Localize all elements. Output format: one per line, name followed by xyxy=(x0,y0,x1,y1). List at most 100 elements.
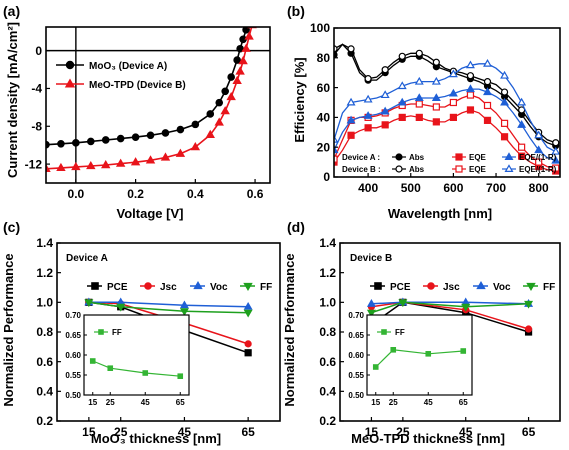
eff-point xyxy=(347,45,355,53)
jv-point xyxy=(246,17,252,23)
jv-point xyxy=(115,158,126,167)
b-ytick-label: 20 xyxy=(317,140,331,154)
c-legend-label: PCE xyxy=(107,282,128,293)
legend-b-label: EQE xyxy=(469,153,487,162)
c-ytick-label: 1.0 xyxy=(36,296,53,310)
jv-point xyxy=(160,152,171,161)
c-inset-point xyxy=(177,373,184,380)
c-point xyxy=(179,308,189,317)
b-ytick-label: 100 xyxy=(310,21,330,35)
a-ytick-label: -12 xyxy=(25,157,43,171)
c-point xyxy=(179,300,189,309)
c-inset-legend-label: FF xyxy=(112,328,122,337)
eff-point xyxy=(483,58,492,67)
jv-point xyxy=(190,142,201,151)
c-inset-ytick-label: 0.65 xyxy=(65,331,81,340)
eff-point xyxy=(517,120,527,128)
eff-point xyxy=(500,119,509,127)
c-line-2 xyxy=(88,301,249,308)
jv-point xyxy=(227,73,235,81)
d-point xyxy=(524,300,534,309)
eff-point xyxy=(414,76,424,85)
legend-b-marker xyxy=(504,152,514,160)
b-frame xyxy=(333,27,561,178)
d-point xyxy=(366,299,376,307)
b-ytick-label: 60 xyxy=(317,81,331,95)
d-line-2 xyxy=(371,301,529,305)
jv-point xyxy=(72,139,80,147)
jv-point xyxy=(205,129,215,138)
eff-point xyxy=(466,106,475,114)
d-ytick-label: 1.0 xyxy=(319,296,336,310)
eff-point xyxy=(431,76,441,85)
eff-point xyxy=(517,97,527,106)
jv-point xyxy=(221,87,230,96)
legend-b-marker xyxy=(395,153,403,161)
eff-point xyxy=(432,58,440,66)
c-point xyxy=(84,299,94,308)
eff-point xyxy=(466,72,475,80)
jv-point xyxy=(191,120,200,129)
jv-point xyxy=(56,162,66,172)
c-inset-frame xyxy=(83,314,190,396)
eff-point xyxy=(397,97,407,106)
panel-label-a: (a) xyxy=(3,3,20,19)
jv-line-1 xyxy=(46,27,253,170)
legend-b-row-device-b: Device B : xyxy=(342,165,381,174)
d-inset-ytick-label: 0.65 xyxy=(348,331,364,340)
c-ytick-label: 1.2 xyxy=(36,266,53,280)
eff-point xyxy=(364,124,372,132)
eff-point xyxy=(415,100,423,108)
jv-point xyxy=(220,106,230,115)
d-ytick-label: 1.2 xyxy=(319,266,336,280)
legend-b-label: Abs xyxy=(409,165,425,174)
d-xtick-label: 65 xyxy=(522,425,536,439)
panel-label-d: (d) xyxy=(287,219,305,235)
d-inset-ytick-label: 0.70 xyxy=(348,311,364,320)
eff-point xyxy=(334,134,339,143)
c-xtick-label: 45 xyxy=(178,425,192,439)
eff-point xyxy=(518,152,526,160)
b-xtick-label: 400 xyxy=(358,181,378,195)
eff-point xyxy=(466,91,475,99)
eff-point xyxy=(334,155,338,163)
jv-point xyxy=(101,159,111,169)
d-line-1 xyxy=(371,301,529,330)
c-ytick-label: 1.4 xyxy=(36,236,53,250)
jv-point xyxy=(244,31,254,40)
jv-point xyxy=(146,131,155,140)
legend-b-marker xyxy=(395,165,403,173)
eff-point xyxy=(363,94,373,103)
jv-point xyxy=(131,133,140,141)
eff-point xyxy=(500,70,510,79)
eff-point xyxy=(432,118,440,126)
legend-b-marker xyxy=(455,165,463,173)
c-line-3 xyxy=(88,301,249,314)
d-ytick-label: 0.4 xyxy=(319,385,336,399)
legend-b-marker xyxy=(455,153,463,161)
ylabel-c: Normalized Performance xyxy=(1,253,16,406)
c-inset-legend-marker xyxy=(98,329,104,335)
eff-point xyxy=(449,98,457,107)
legend-b-row-device-a: Device A : xyxy=(342,153,380,162)
d-inset-ytick-label: 0.50 xyxy=(348,391,364,400)
eff-line-5 xyxy=(334,63,557,153)
eff-point xyxy=(380,106,390,115)
d-inset-xtick-label: 15 xyxy=(371,398,380,407)
eff-point xyxy=(552,139,560,147)
ylabel-a: Current density [mA/cm²] xyxy=(5,22,20,178)
annotation-device-b: Device B xyxy=(350,253,392,264)
eff-point xyxy=(483,78,492,86)
c-legend-label: Voc xyxy=(210,282,228,293)
d-line-3 xyxy=(371,301,529,314)
c-inset-ytick-label: 0.50 xyxy=(65,391,81,400)
eff-point xyxy=(381,121,389,129)
d-legend-marker xyxy=(374,282,382,290)
d-legend-label: Voc xyxy=(493,282,511,293)
jv-point xyxy=(176,125,185,134)
eff-point xyxy=(551,155,560,164)
panel-label-c: (c) xyxy=(3,219,20,235)
xlabel-b: Wavelength [nm] xyxy=(388,206,492,221)
d-inset-legend-label: FF xyxy=(395,328,405,337)
eff-point xyxy=(535,158,543,166)
